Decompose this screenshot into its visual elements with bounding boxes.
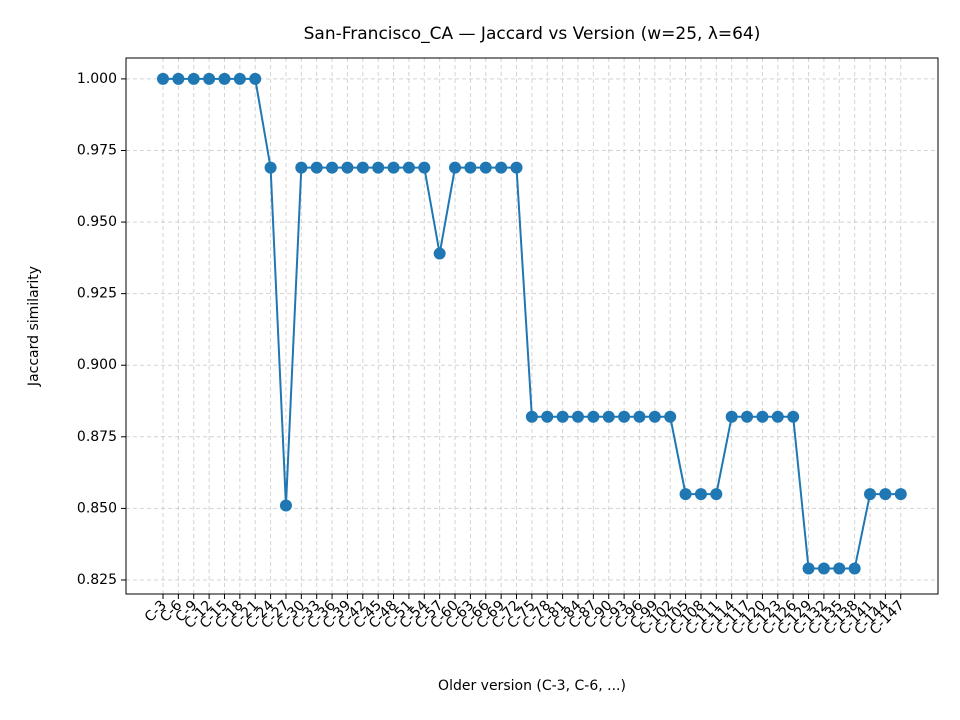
marker [418, 161, 431, 174]
marker [556, 410, 569, 423]
marker [402, 161, 415, 174]
marker [618, 410, 631, 423]
marker [541, 410, 554, 423]
y-tick-label: 1.000 [77, 71, 117, 87]
marker [203, 72, 216, 85]
marker [679, 488, 692, 501]
plot-frame [125, 57, 939, 595]
marker [525, 410, 538, 423]
marker [864, 488, 877, 501]
marker [341, 161, 354, 174]
marker [571, 410, 584, 423]
marker [802, 562, 815, 575]
y-tick-label: 0.875 [77, 429, 117, 445]
marker [833, 562, 846, 575]
marker [725, 410, 738, 423]
marker [310, 161, 323, 174]
marker [218, 72, 231, 85]
marker [464, 161, 477, 174]
marker [187, 72, 200, 85]
marker [495, 161, 508, 174]
marker [295, 161, 308, 174]
marker [648, 410, 661, 423]
marker [787, 410, 800, 423]
x-axis-label: Older version (C-3, C-6, ...) [438, 678, 626, 694]
marker [602, 410, 615, 423]
marker [264, 161, 277, 174]
marker [449, 161, 462, 174]
marker [894, 488, 907, 501]
y-tick-label: 0.925 [77, 286, 117, 302]
y-tick-label: 0.975 [77, 142, 117, 158]
marker [510, 161, 523, 174]
marker [479, 161, 492, 174]
marker [817, 562, 830, 575]
marker [279, 499, 292, 512]
marker [249, 72, 262, 85]
marker [356, 161, 369, 174]
y-tick-label: 0.850 [77, 500, 117, 516]
marker [587, 410, 600, 423]
marker [172, 72, 185, 85]
y-axis-label: Jaccard similarity [26, 266, 42, 387]
y-tick-label: 0.825 [77, 572, 117, 588]
y-tick-label: 0.900 [77, 357, 117, 373]
marker [157, 72, 169, 85]
marker [233, 72, 246, 85]
marker [756, 410, 769, 423]
marker [326, 161, 339, 174]
marker [771, 410, 784, 423]
marker [879, 488, 892, 501]
marker [741, 410, 754, 423]
marker [694, 488, 707, 501]
marker [372, 161, 385, 174]
marker [633, 410, 646, 423]
y-tick-label: 0.950 [77, 214, 117, 230]
marker [433, 247, 446, 260]
chart-title: San-Francisco_CA — Jaccard vs Version (w… [304, 24, 761, 44]
marker [664, 410, 677, 423]
marker [848, 562, 861, 575]
marker [710, 488, 723, 501]
marker [387, 161, 400, 174]
